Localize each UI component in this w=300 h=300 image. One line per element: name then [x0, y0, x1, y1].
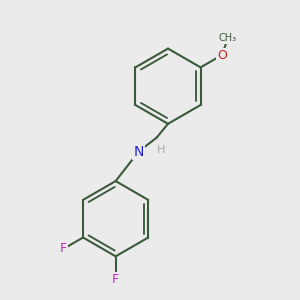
- Text: CH₃: CH₃: [219, 33, 237, 43]
- Text: F: F: [60, 242, 67, 256]
- Text: F: F: [112, 273, 119, 286]
- Text: H: H: [157, 145, 165, 155]
- Text: N: N: [134, 145, 144, 159]
- Text: O: O: [217, 49, 227, 62]
